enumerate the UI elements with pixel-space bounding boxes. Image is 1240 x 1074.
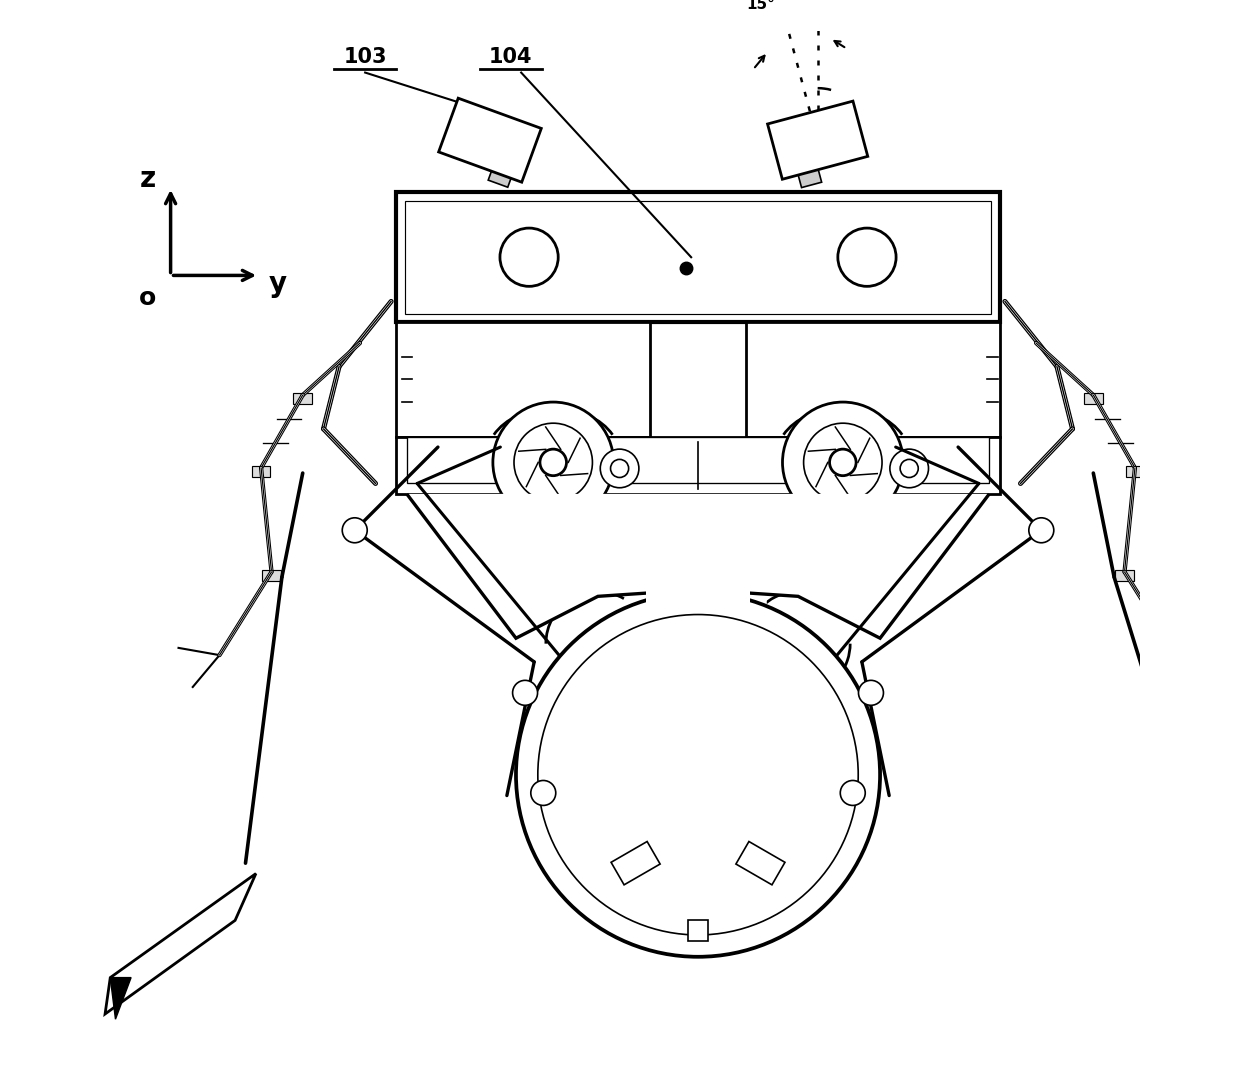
Circle shape [512,680,538,706]
Polygon shape [768,101,868,179]
Polygon shape [1192,873,1240,1014]
Circle shape [600,449,639,488]
Circle shape [342,518,367,542]
Bar [397,192,999,322]
Bar [407,437,990,483]
Polygon shape [439,98,542,183]
Bar [404,201,991,314]
Circle shape [838,228,897,287]
Text: 15°: 15° [746,0,775,13]
Text: z: z [140,164,156,192]
Polygon shape [489,159,516,187]
Polygon shape [796,160,822,188]
Circle shape [539,449,567,476]
Bar [252,466,270,477]
Bar [1115,570,1133,581]
Circle shape [500,228,558,287]
Circle shape [515,423,593,502]
Polygon shape [407,494,990,638]
Polygon shape [688,920,708,941]
Circle shape [516,593,880,957]
Circle shape [804,423,882,502]
Polygon shape [611,842,660,885]
Circle shape [900,460,919,478]
Text: 104: 104 [489,47,532,67]
Bar [746,322,999,437]
Circle shape [492,402,614,523]
Circle shape [890,449,929,488]
Polygon shape [105,873,255,1014]
Circle shape [531,781,556,806]
Circle shape [1029,518,1054,542]
Text: o: o [139,287,156,310]
Circle shape [858,680,883,706]
Circle shape [538,614,858,935]
Circle shape [830,449,856,476]
Bar [646,551,750,604]
Bar [397,437,999,494]
Text: y: y [269,270,286,297]
Bar [1084,393,1102,405]
Text: 103: 103 [343,47,387,67]
Bar [262,570,281,581]
Bar [397,322,650,437]
Circle shape [610,460,629,478]
Circle shape [841,781,866,806]
Polygon shape [735,842,785,885]
Bar [1126,466,1145,477]
Polygon shape [110,977,131,1019]
Bar [294,393,312,405]
Circle shape [782,402,903,523]
